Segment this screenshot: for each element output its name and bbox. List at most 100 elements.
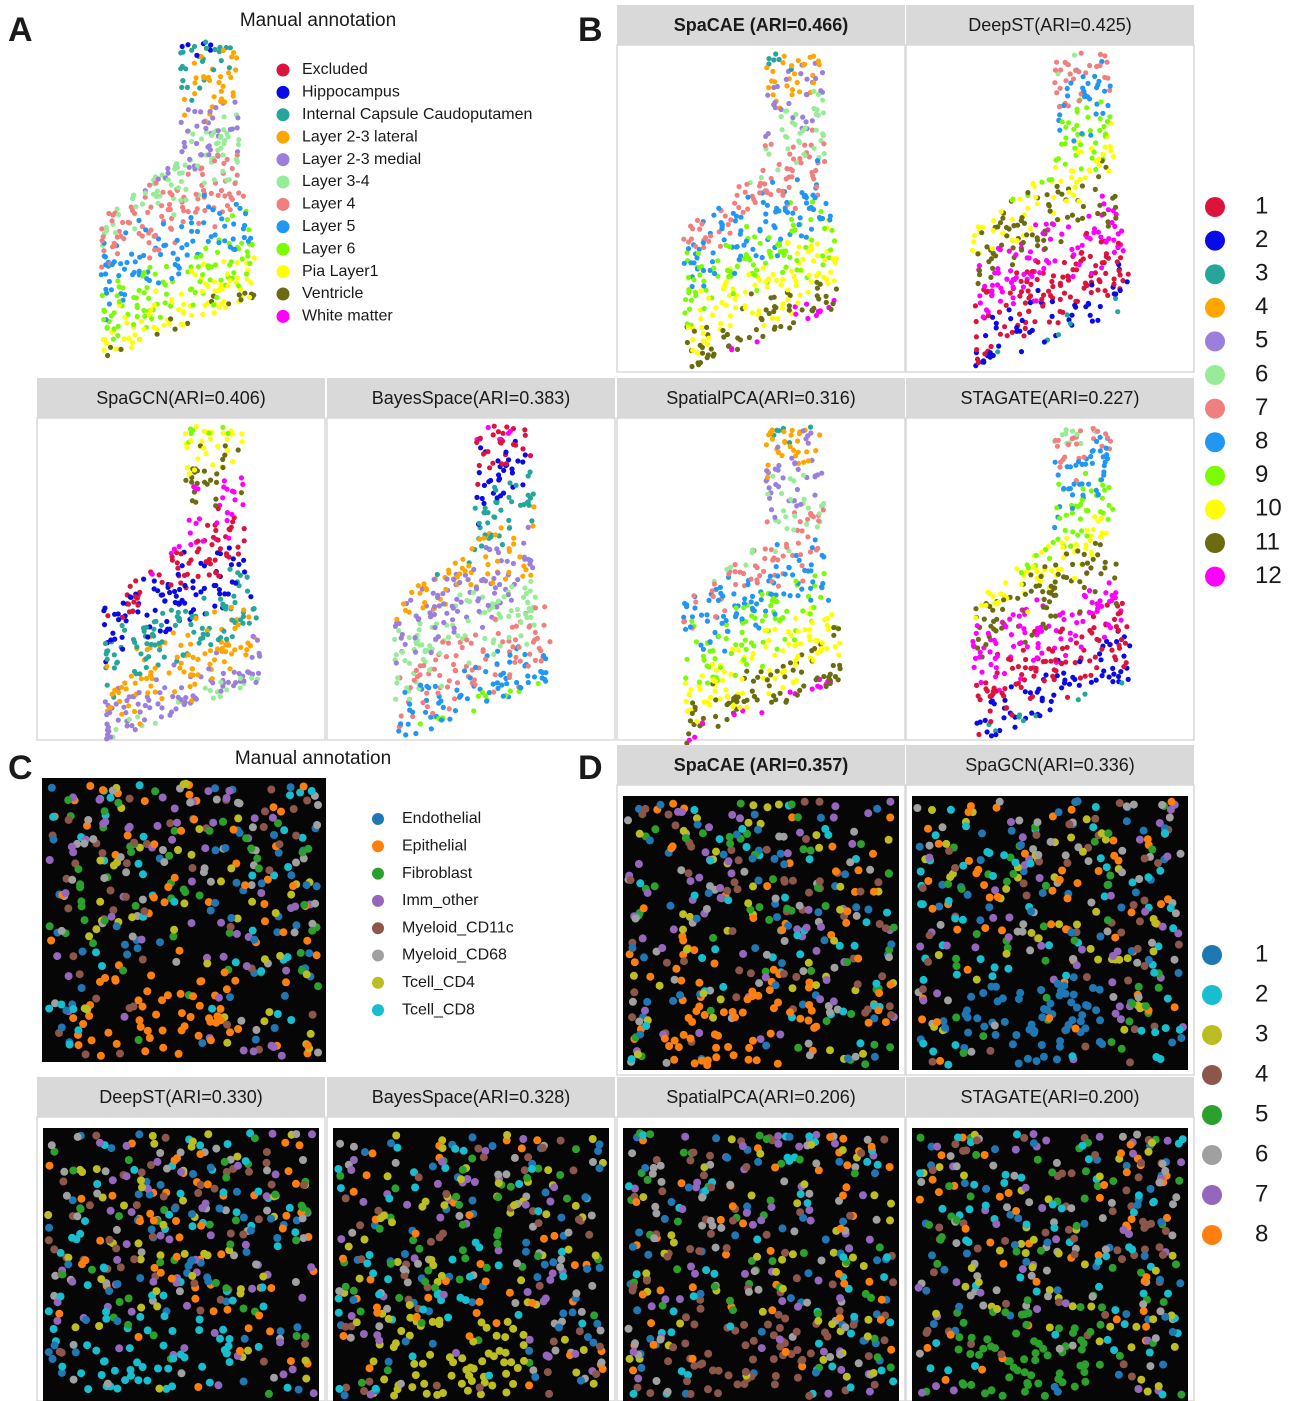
spot	[231, 556, 236, 561]
spot	[198, 109, 203, 114]
spot	[216, 637, 221, 642]
spot	[532, 674, 537, 679]
spot	[154, 194, 159, 199]
spot	[214, 295, 219, 300]
spot	[219, 58, 224, 63]
cell	[978, 829, 986, 837]
cell	[753, 1056, 761, 1064]
figure: A Manual annotation B C Manual annotatio…	[0, 0, 1300, 1401]
spot	[803, 627, 808, 632]
cell	[967, 1048, 975, 1056]
spot	[193, 695, 198, 700]
spot	[782, 674, 787, 679]
spot	[474, 495, 479, 500]
spot	[433, 684, 438, 689]
cell	[1151, 1028, 1159, 1036]
spot	[235, 275, 240, 280]
cell	[805, 1017, 813, 1025]
cell	[277, 808, 285, 816]
spot	[1071, 127, 1076, 132]
spot	[811, 89, 816, 94]
spot	[821, 141, 826, 146]
spot	[722, 237, 727, 242]
spot	[1068, 544, 1073, 549]
spot	[995, 266, 1000, 271]
spot	[230, 213, 235, 218]
cell	[680, 1031, 688, 1039]
spot	[215, 444, 220, 449]
spot	[171, 212, 176, 217]
cell	[152, 1011, 160, 1019]
spot	[128, 594, 133, 599]
spot	[1112, 224, 1117, 229]
cell	[1005, 933, 1013, 941]
spot	[785, 287, 790, 292]
spot	[127, 717, 132, 722]
spot	[172, 689, 177, 694]
cell	[300, 901, 308, 909]
cell	[711, 960, 719, 968]
spot	[199, 136, 204, 141]
cell	[117, 853, 125, 861]
spot	[781, 591, 786, 596]
spot	[247, 621, 252, 626]
cell	[219, 818, 227, 826]
spot	[991, 228, 996, 233]
spot	[528, 573, 533, 578]
cell	[248, 872, 256, 880]
spot	[1061, 486, 1066, 491]
spot	[973, 615, 978, 620]
spot	[180, 78, 185, 83]
cell	[711, 945, 719, 953]
spot	[1113, 291, 1118, 296]
spot	[166, 171, 171, 176]
spot	[101, 317, 106, 322]
spot	[150, 572, 155, 577]
cell	[639, 934, 647, 942]
spot	[994, 617, 999, 622]
cell	[699, 829, 707, 837]
cell	[749, 855, 757, 863]
spot	[779, 114, 784, 119]
cell	[207, 1036, 215, 1044]
spot	[1060, 545, 1065, 550]
spot	[980, 225, 985, 230]
spot	[469, 641, 474, 646]
cell	[749, 882, 757, 890]
spot	[407, 661, 412, 666]
cell	[665, 811, 673, 819]
spot	[524, 591, 529, 596]
spot	[160, 592, 165, 597]
spot	[213, 570, 218, 575]
spot	[176, 185, 181, 190]
spot	[990, 283, 995, 288]
cell	[272, 909, 280, 917]
spot	[775, 242, 780, 247]
cell	[47, 937, 55, 945]
spot	[1069, 313, 1074, 318]
spot	[683, 297, 688, 302]
spot	[503, 450, 508, 455]
spot	[1090, 156, 1095, 161]
spot	[1095, 318, 1100, 323]
spot	[701, 716, 706, 721]
spot	[141, 253, 146, 258]
cell	[635, 860, 643, 868]
spot	[179, 551, 184, 556]
spot	[734, 214, 739, 219]
cell	[843, 907, 851, 915]
spot	[455, 633, 460, 638]
spot	[1059, 232, 1064, 237]
spot	[732, 201, 737, 206]
spot	[237, 206, 242, 211]
spot	[1098, 63, 1103, 68]
spot	[1031, 658, 1036, 663]
spot	[1035, 277, 1040, 282]
spot	[823, 201, 828, 206]
spot	[228, 244, 233, 249]
cell	[1028, 929, 1036, 937]
spot	[236, 137, 241, 142]
spot	[1057, 516, 1062, 521]
cell	[108, 913, 116, 921]
spot	[977, 293, 982, 298]
